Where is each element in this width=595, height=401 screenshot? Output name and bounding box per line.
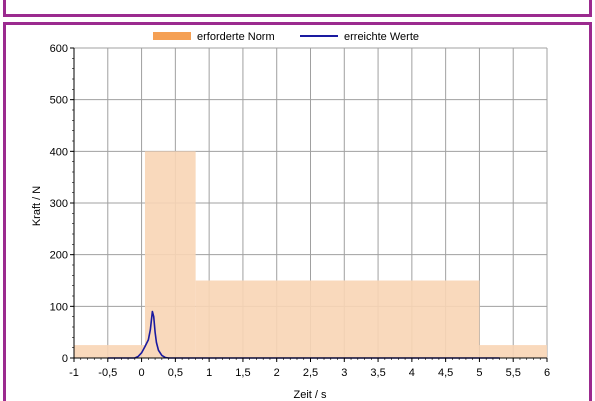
legend-label-measured: erreichte Werte — [344, 31, 419, 43]
x-tick-label: 1 — [206, 367, 212, 379]
x-axis-label: Zeit / s — [293, 389, 327, 401]
tick-label-layer: -1 -0,5 0 0,5 1 1,5 2 2,5 3 3,5 4 4,5 5 5,5 6 0 100 200 30… — [50, 43, 550, 379]
x-tick-label: 4,5 — [438, 367, 453, 379]
x-tick-label: 6 — [544, 367, 550, 379]
x-tick-label: -0,5 — [98, 367, 117, 379]
x-tick-label: 5,5 — [506, 367, 521, 379]
y-tick-label: 200 — [50, 250, 68, 262]
norm-segment — [195, 280, 480, 358]
legend-swatch-norm — [153, 32, 191, 40]
y-tick-label: 0 — [62, 353, 68, 365]
x-tick-label: 0,5 — [168, 367, 183, 379]
norm-area-layer — [74, 151, 547, 358]
x-tick-label: 0 — [139, 367, 145, 379]
y-tick-label: 600 — [50, 43, 68, 55]
x-tick-label: 4 — [409, 367, 415, 379]
x-tick-label: -1 — [69, 367, 79, 379]
norm-segment — [479, 345, 547, 358]
axis-layer — [70, 47, 548, 362]
x-tick-label: 3,5 — [370, 367, 385, 379]
legend-label-norm: erforderte Norm — [197, 31, 275, 43]
norm-segment — [74, 345, 145, 358]
x-tick-label: 2 — [274, 367, 280, 379]
x-tick-label: 2,5 — [303, 367, 318, 379]
x-tick-label: 3 — [341, 367, 347, 379]
y-tick-label: 400 — [50, 146, 68, 158]
y-tick-label: 300 — [50, 198, 68, 210]
top-panel-strip — [3, 0, 592, 17]
x-tick-label: 1,5 — [235, 367, 250, 379]
y-axis-label: Kraft / N — [31, 186, 43, 226]
norm-segment — [144, 151, 196, 358]
x-tick-label: 5 — [476, 367, 482, 379]
y-tick-label: 500 — [50, 95, 68, 107]
legend: erforderte Norm erreichte Werte — [153, 31, 419, 43]
y-tick-label: 100 — [50, 301, 68, 313]
